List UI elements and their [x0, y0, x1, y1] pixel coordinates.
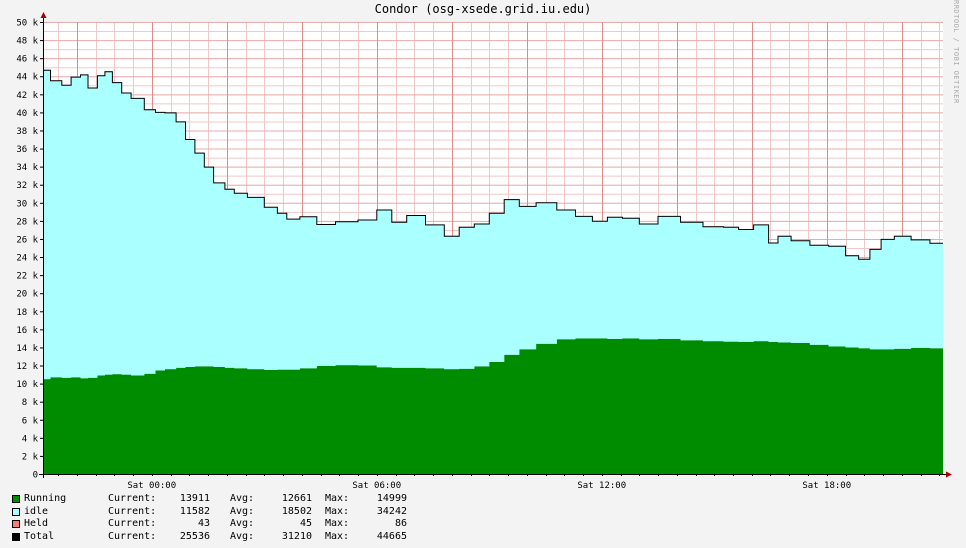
x-tick-label: Sat 18:00: [802, 481, 851, 491]
y-tick-label: 24 k: [16, 254, 38, 264]
total-line: [43, 69, 943, 260]
legend-avg-stat: Avg: 45: [230, 518, 312, 529]
legend-current-label: Current:: [108, 518, 157, 530]
y-tick-label: 14 k: [16, 344, 38, 354]
y-tick-label: 20 k: [16, 290, 38, 300]
legend-current-stat: Current: 43: [108, 518, 210, 529]
legend-current-value: 13911: [179, 493, 210, 504]
y-tick-label: 30 k: [16, 199, 38, 209]
y-tick-label: 34 k: [16, 163, 38, 173]
legend-avg-stat: Avg: 12661: [230, 493, 312, 504]
legend-current-label: Current:: [108, 493, 157, 504]
legend-avg-value: 31210: [281, 530, 312, 542]
legend-max-value: 44665: [376, 530, 407, 542]
legend-avg-stat: Avg: 31210: [230, 531, 312, 542]
y-tick-label: 42 k: [16, 91, 38, 101]
legend-current-stat: Current: 25536: [108, 531, 210, 542]
legend-max-stat: Max: 44665: [325, 531, 407, 542]
x-axis-arrow: [946, 471, 952, 478]
y-tick-label: 40 k: [16, 109, 38, 119]
y-tick-label: 12 k: [16, 362, 38, 372]
legend-current-value: 11582: [179, 505, 210, 517]
legend-max-label: Max:: [325, 505, 350, 517]
legend-current-value: 25536: [179, 530, 210, 542]
legend-avg-value: 18502: [281, 505, 312, 517]
legend-avg-label: Avg:: [230, 493, 255, 504]
legend-avg-label: Avg:: [230, 518, 255, 530]
x-tick-label: Sat 12:00: [577, 481, 626, 491]
legend-avg-stat: Avg: 18502: [230, 506, 312, 517]
legend-max-label: Max:: [325, 493, 350, 504]
legend-max-stat: Max: 34242: [325, 506, 407, 517]
chart-title: Condor (osg-xsede.grid.iu.edu): [374, 2, 592, 16]
legend-current-stat: Current: 11582: [108, 506, 210, 517]
y-tick-label: 6 k: [22, 416, 39, 426]
rrdtool-watermark: RRDTOOL / TOBI OETIKER: [952, 0, 960, 104]
legend-series-name: idle: [24, 505, 49, 517]
legend-swatch: [12, 520, 20, 529]
y-tick-label: 22 k: [16, 272, 38, 282]
legend-swatch: [12, 532, 20, 541]
y-tick-label: 26 k: [16, 235, 38, 245]
legend-avg-label: Avg:: [230, 505, 255, 517]
legend-current-stat: Current: 13911: [108, 493, 210, 504]
stacked-areas: [43, 69, 943, 474]
legend-current-label: Current:: [108, 505, 157, 517]
y-tick-label: 50 k: [16, 19, 38, 29]
area-idle: [43, 70, 943, 380]
legend-avg-label: Avg:: [230, 530, 255, 542]
y-tick-label: 10 k: [16, 380, 38, 390]
legend-avg-value: 45: [299, 518, 312, 530]
legend-avg-value: 12661: [281, 493, 312, 504]
y-tick-label: 44 k: [16, 73, 38, 83]
legend-max-value: 34242: [376, 505, 407, 517]
y-tick-label: 36 k: [16, 145, 38, 155]
area-running: [43, 338, 943, 474]
x-tick-label: Sat 06:00: [352, 481, 401, 491]
axes: [39, 12, 952, 478]
legend-swatch: [12, 495, 20, 503]
legend-max-label: Max:: [325, 530, 350, 542]
legend-max-stat: Max: 86: [325, 518, 407, 529]
legend-swatch: [12, 507, 20, 516]
y-tick-label: 2 k: [22, 452, 39, 462]
y-tick-label: 0: [33, 471, 38, 481]
legend-max-label: Max:: [325, 518, 350, 530]
legend-current-label: Current:: [108, 530, 157, 542]
x-tick-label: Sat 00:00: [127, 481, 176, 491]
x-tick-labels: Sat 00:00 Sat 06:00 Sat 12:00 Sat 18:00: [127, 481, 851, 491]
legend-current-value: 43: [197, 518, 210, 530]
y-tick-label: 38 k: [16, 127, 38, 137]
legend-max-stat: Max: 14999: [325, 493, 407, 504]
y-tick-label: 48 k: [16, 37, 38, 47]
y-tick-label: 16 k: [16, 326, 38, 336]
y-tick-label: 28 k: [16, 217, 38, 227]
legend-max-value: 14999: [376, 493, 407, 504]
legend-series-name: Total: [24, 530, 55, 542]
y-tick-label: 46 k: [16, 55, 38, 65]
y-tick-label: 32 k: [16, 181, 38, 191]
legend-series-name: Running: [24, 493, 67, 504]
legend-max-value: 86: [394, 518, 407, 530]
y-tick-label: 4 k: [22, 434, 39, 444]
y-axis-arrow: [40, 12, 47, 18]
y-tick-label: 8 k: [22, 398, 39, 408]
y-tick-label: 18 k: [16, 308, 38, 318]
legend-series-name: Held: [24, 518, 49, 530]
line-total: [43, 69, 943, 260]
y-tick-labels: 0 2 k 4 k 6 k 8 k 10 k 12 k 14 k 16 k 18 k 20 k 22 …: [16, 19, 38, 481]
